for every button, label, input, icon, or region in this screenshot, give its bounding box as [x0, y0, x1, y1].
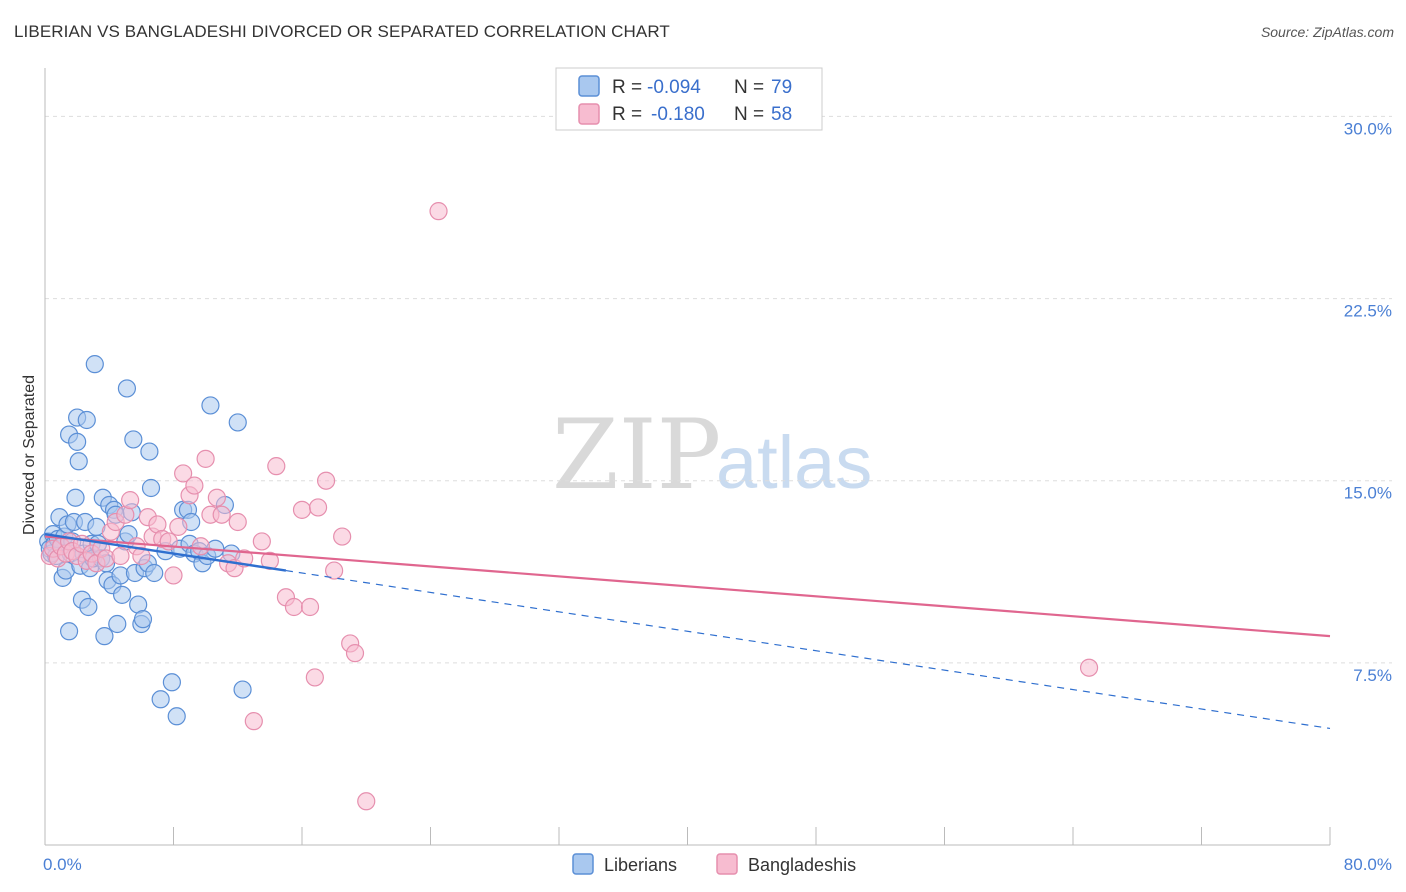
trend-lines: [44, 532, 1331, 730]
liberian-point: [108, 614, 127, 634]
bangladeshis-n-label: N =: [734, 104, 764, 125]
bangladeshi-point: [132, 546, 151, 566]
liberian-point: [85, 355, 104, 374]
source-label: Source: ZipAtlas.com: [1260, 24, 1394, 40]
chart-title: LIBERIAN VS BANGLADESHI DIVORCED OR SEPA…: [14, 22, 670, 41]
y-tick-labels: 7.5% 15.0% 22.5% 30.0%: [1344, 119, 1392, 684]
liberian-point: [124, 430, 143, 449]
watermark-atlas: atlas: [716, 421, 872, 504]
liberian-point: [233, 680, 252, 699]
liberian-point: [95, 627, 114, 646]
bangladeshi-point: [284, 597, 304, 617]
liberians-trend-line: [44, 532, 287, 572]
liberians-n-value: 79: [771, 77, 792, 98]
series-legend: Liberians Bangladeshis: [572, 853, 856, 875]
legend-bangladeshis-swatch: [716, 853, 738, 875]
liberian-point: [79, 597, 98, 617]
liberian-point: [141, 478, 161, 498]
stats-legend: R = -0.094 N = 79 R = -0.180 N = 58: [555, 67, 823, 131]
bangladeshi-point: [196, 449, 215, 468]
x-tick-label-max: 80.0%: [1344, 855, 1392, 874]
liberian-point: [228, 413, 247, 432]
stats-legend-box: [555, 67, 823, 131]
bangladeshi-point: [267, 457, 286, 476]
liberian-point: [117, 379, 137, 398]
bangladeshi-point: [305, 668, 324, 687]
liberian-point: [112, 585, 132, 604]
liberians-r-label: R =: [612, 77, 642, 98]
bangladeshi-point: [185, 476, 204, 495]
x-tick-label-min: 0.0%: [43, 855, 82, 874]
legend-liberians-label: Liberians: [604, 855, 677, 875]
bangladeshi-point: [325, 561, 344, 580]
liberian-point: [66, 488, 85, 507]
watermark-zip: ZIP: [552, 399, 721, 511]
bangladeshis-swatch: [578, 103, 600, 125]
bangladeshi-point: [252, 532, 271, 551]
bangladeshis-r-label: R =: [612, 104, 642, 125]
liberian-point: [133, 610, 153, 629]
bangladeshi-point: [164, 566, 183, 585]
bangladeshi-point: [308, 498, 328, 517]
bangladeshi-point: [357, 792, 376, 811]
liberians-trend-extension: [285, 569, 1331, 730]
liberian-point: [162, 673, 181, 692]
bangladeshi-point: [316, 471, 336, 490]
bangladeshi-point: [207, 488, 226, 507]
bangladeshi-point: [244, 712, 263, 731]
bangladeshi-point: [345, 644, 365, 663]
liberian-point: [59, 622, 79, 641]
y-tick-label: 15.0%: [1344, 484, 1392, 503]
bangladeshi-point: [191, 537, 210, 556]
bangladeshi-point: [333, 527, 352, 546]
axes: [44, 68, 1331, 846]
liberian-point: [151, 690, 170, 709]
liberian-point: [69, 452, 88, 471]
bangladeshi-point: [292, 500, 312, 519]
bangladeshi-point: [121, 491, 140, 510]
y-axis-title: Divorced or Separated: [21, 375, 38, 535]
bangladeshi-point: [260, 551, 279, 570]
liberians-swatch: [578, 75, 600, 97]
liberians-r-value: -0.094: [647, 77, 701, 98]
bangladeshis-n-value: 58: [771, 104, 792, 125]
series-bangladeshis: [40, 202, 1099, 811]
liberian-point: [68, 432, 87, 451]
bangladeshi-point: [169, 517, 188, 536]
y-tick-label: 30.0%: [1344, 119, 1392, 138]
legend-liberians-swatch: [572, 853, 594, 875]
bangladeshis-r-value: -0.180: [651, 104, 705, 125]
bangladeshi-point: [429, 202, 448, 221]
bangladeshi-point: [111, 546, 130, 566]
legend-bangladeshis-label: Bangladeshis: [748, 855, 856, 875]
bangladeshi-point: [174, 464, 193, 483]
liberian-point: [167, 707, 186, 726]
liberian-point: [145, 563, 164, 583]
x-tick-labels: 0.0% 80.0%: [43, 855, 1392, 874]
liberian-point: [201, 396, 220, 415]
liberian-point: [140, 442, 159, 461]
y-tick-label: 7.5%: [1353, 666, 1392, 685]
bangladeshi-point: [1079, 658, 1099, 677]
gridlines: [45, 115, 1392, 664]
bangladeshi-point: [228, 512, 247, 532]
bangladeshis-trend-line: [44, 535, 1331, 638]
liberian-point: [77, 410, 96, 430]
y-tick-label: 22.5%: [1344, 302, 1392, 321]
bangladeshi-point: [300, 597, 320, 617]
bangladeshi-point: [212, 505, 231, 524]
liberians-n-label: N =: [734, 77, 764, 98]
